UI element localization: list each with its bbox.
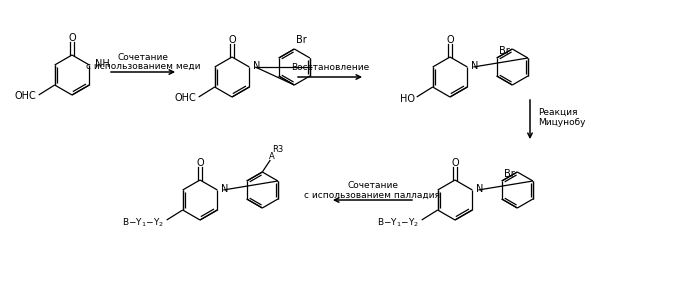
Text: Восстановление: Восстановление — [291, 63, 369, 72]
Text: O: O — [446, 35, 454, 45]
Text: с использованием палладия: с использованием палладия — [304, 191, 440, 200]
Text: OHC: OHC — [15, 91, 37, 101]
Text: Реакция: Реакция — [538, 108, 577, 117]
Text: OHC: OHC — [175, 93, 197, 103]
Text: Сочетание: Сочетание — [347, 182, 398, 191]
Text: Br: Br — [504, 169, 514, 179]
Text: Br: Br — [499, 46, 510, 56]
Text: N: N — [221, 184, 229, 194]
Text: O: O — [68, 33, 76, 43]
Text: O: O — [451, 158, 459, 168]
Text: с использованием меди: с использованием меди — [86, 61, 200, 70]
Text: NH: NH — [96, 59, 110, 69]
Text: N: N — [471, 61, 479, 71]
Text: HO: HO — [400, 94, 415, 104]
Text: N: N — [253, 61, 260, 71]
Text: O: O — [228, 35, 236, 45]
Text: B$-$Y$_1$$-$Y$_2$: B$-$Y$_1$$-$Y$_2$ — [377, 217, 419, 229]
Text: Мицунобу: Мицунобу — [538, 118, 586, 127]
Text: Br: Br — [297, 35, 307, 45]
Text: O: O — [196, 158, 204, 168]
Text: N: N — [476, 184, 484, 194]
Text: Сочетание: Сочетание — [117, 53, 168, 63]
Text: B$-$Y$_1$$-$Y$_2$: B$-$Y$_1$$-$Y$_2$ — [121, 217, 163, 229]
Text: A: A — [269, 152, 275, 161]
Text: R3: R3 — [272, 145, 283, 154]
